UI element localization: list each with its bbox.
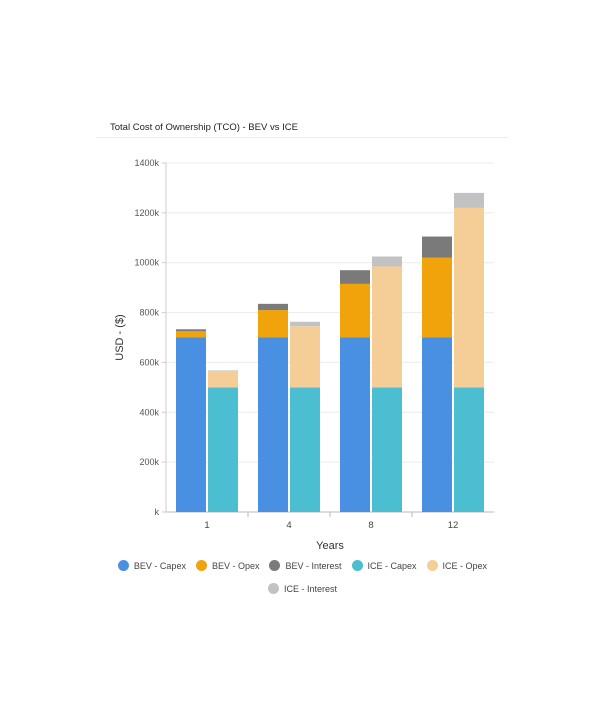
chart-legend: BEV - Capex BEV - Opex BEV - Interest ICE -… bbox=[105, 560, 500, 594]
bar-bev-interest-year-12[interactable] bbox=[422, 236, 452, 258]
chart-title: Total Cost of Ownership (TCO) - BEV vs I… bbox=[110, 122, 298, 133]
y-tick-label: 600k bbox=[139, 357, 159, 367]
y-tick-label: 400k bbox=[139, 407, 159, 417]
bar-ice-capex-year-8[interactable] bbox=[372, 387, 402, 512]
legend-swatch bbox=[269, 560, 281, 571]
bar-bev-opex-year-8[interactable] bbox=[340, 283, 370, 338]
y-axis-title: USD - ($) bbox=[114, 314, 126, 360]
bar-ice-capex-year-1[interactable] bbox=[208, 387, 238, 512]
y-tick-label: 1000k bbox=[134, 258, 159, 268]
bar-bev-interest-year-4[interactable] bbox=[258, 303, 288, 311]
bar-ice-capex-year-4[interactable] bbox=[290, 387, 320, 512]
bar-bev-capex-year-1[interactable] bbox=[176, 337, 206, 513]
bar-ice-interest-year-8[interactable] bbox=[372, 256, 402, 267]
bar-bev-interest-year-8[interactable] bbox=[340, 270, 370, 284]
legend-swatch bbox=[267, 583, 279, 594]
x-tick-label: 1 bbox=[204, 520, 209, 531]
legend-item[interactable]: ICE - Capex bbox=[351, 560, 417, 571]
legend-swatch bbox=[117, 560, 129, 571]
legend-label: BEV - Interest bbox=[285, 560, 342, 571]
bar-ice-opex-year-1[interactable] bbox=[208, 371, 238, 388]
legend-swatch bbox=[426, 560, 438, 571]
y-tick-label: 200k bbox=[139, 457, 159, 467]
legend-label: ICE - Interest bbox=[283, 583, 337, 594]
y-tick-label: 1200k bbox=[134, 208, 159, 218]
legend-label: BEV - Capex bbox=[133, 560, 186, 571]
bar-ice-interest-year-12[interactable] bbox=[454, 192, 484, 208]
legend-label: ICE - Opex bbox=[442, 560, 488, 571]
bar-ice-opex-year-12[interactable] bbox=[454, 207, 484, 388]
bar-ice-opex-year-8[interactable] bbox=[372, 266, 402, 388]
legend-label: BEV - Opex bbox=[211, 560, 260, 571]
bar-bev-opex-year-4[interactable] bbox=[258, 310, 288, 338]
bar-bev-interest-year-1[interactable] bbox=[176, 329, 206, 332]
legend-item[interactable]: ICE - Interest bbox=[267, 583, 337, 594]
x-tick-label: 12 bbox=[448, 520, 459, 531]
x-tick-label: 8 bbox=[368, 520, 373, 531]
bar-ice-opex-year-4[interactable] bbox=[290, 326, 320, 388]
x-tick-label: 4 bbox=[286, 520, 291, 531]
y-tick-label: k bbox=[155, 507, 160, 517]
bar-ice-capex-year-12[interactable] bbox=[454, 387, 484, 512]
title-divider bbox=[96, 137, 508, 138]
legend-item[interactable]: BEV - Capex bbox=[117, 560, 186, 571]
bar-bev-opex-year-12[interactable] bbox=[422, 257, 452, 338]
y-tick-label: 800k bbox=[139, 308, 159, 318]
legend-label: ICE - Capex bbox=[367, 560, 417, 571]
bar-bev-opex-year-1[interactable] bbox=[176, 331, 206, 338]
legend-item[interactable]: ICE - Opex bbox=[426, 560, 488, 571]
y-tick-label: 1400k bbox=[134, 158, 159, 168]
bar-ice-interest-year-1[interactable] bbox=[208, 370, 238, 372]
legend-swatch bbox=[351, 560, 363, 571]
legend-swatch bbox=[195, 560, 207, 571]
bar-bev-capex-year-8[interactable] bbox=[340, 337, 370, 513]
bar-ice-interest-year-4[interactable] bbox=[290, 321, 320, 327]
bar-bev-capex-year-4[interactable] bbox=[258, 337, 288, 513]
x-axis-title: Years bbox=[316, 540, 344, 552]
bar-bev-capex-year-12[interactable] bbox=[422, 337, 452, 513]
legend-item[interactable]: BEV - Opex bbox=[195, 560, 260, 571]
legend-item[interactable]: BEV - Interest bbox=[269, 560, 342, 571]
